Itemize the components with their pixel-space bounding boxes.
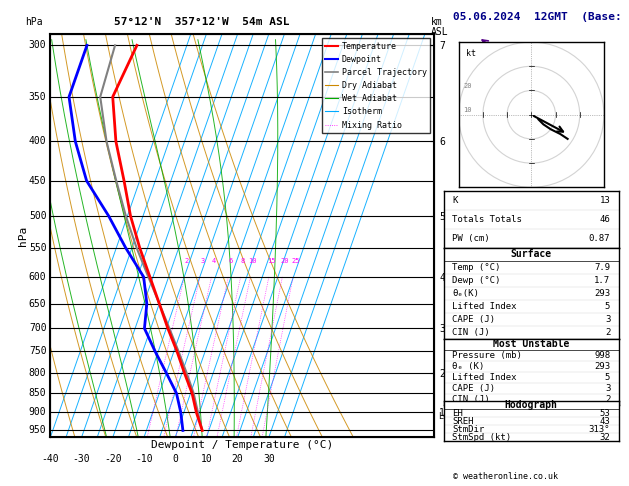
Text: 293: 293	[594, 362, 610, 371]
Text: 20: 20	[231, 453, 243, 464]
Text: 10: 10	[248, 258, 257, 263]
Text: 500: 500	[29, 211, 47, 221]
Text: StmDir: StmDir	[452, 425, 484, 434]
Text: km: km	[431, 17, 443, 27]
Text: 650: 650	[29, 299, 47, 309]
Text: ASL: ASL	[431, 27, 448, 37]
Text: θₑ(K): θₑ(K)	[452, 289, 479, 298]
Text: SREH: SREH	[452, 417, 474, 426]
Text: 3: 3	[605, 314, 610, 324]
Text: 05.06.2024  12GMT  (Base: 12): 05.06.2024 12GMT (Base: 12)	[453, 12, 629, 22]
Text: 850: 850	[29, 388, 47, 399]
Text: 400: 400	[29, 137, 47, 146]
Text: 2: 2	[185, 258, 189, 263]
Text: 313°: 313°	[589, 425, 610, 434]
Text: 57°12'N  357°12'W  54m ASL: 57°12'N 357°12'W 54m ASL	[113, 17, 289, 27]
Text: Surface: Surface	[511, 249, 552, 260]
Text: 450: 450	[29, 176, 47, 186]
Text: 25: 25	[291, 258, 299, 263]
Text: CIN (J): CIN (J)	[452, 395, 490, 404]
Text: Lifted Index: Lifted Index	[452, 302, 517, 311]
Text: 998: 998	[594, 351, 610, 360]
Text: Most Unstable: Most Unstable	[493, 339, 569, 349]
Text: 6: 6	[229, 258, 233, 263]
Text: 0: 0	[172, 453, 178, 464]
Text: 43: 43	[599, 417, 610, 426]
Text: CIN (J): CIN (J)	[452, 328, 490, 337]
Text: 0.87: 0.87	[589, 234, 610, 243]
Text: Lifted Index: Lifted Index	[452, 373, 517, 382]
Text: 10: 10	[201, 453, 212, 464]
Text: 46: 46	[599, 215, 610, 224]
Text: -30: -30	[73, 453, 91, 464]
Text: kt: kt	[466, 50, 476, 58]
Text: 350: 350	[29, 92, 47, 102]
Text: LCL: LCL	[438, 412, 453, 420]
Legend: Temperature, Dewpoint, Parcel Trajectory, Dry Adiabat, Wet Adiabat, Isotherm, Mi: Temperature, Dewpoint, Parcel Trajectory…	[321, 38, 430, 133]
Text: 20: 20	[464, 83, 472, 89]
Text: CAPE (J): CAPE (J)	[452, 384, 495, 393]
Text: PW (cm): PW (cm)	[452, 234, 490, 243]
Text: 53: 53	[599, 409, 610, 417]
Text: 10: 10	[464, 107, 472, 113]
Text: Temp (°C): Temp (°C)	[452, 263, 501, 272]
Text: 700: 700	[29, 323, 47, 333]
Text: hPa: hPa	[18, 226, 28, 246]
Text: 2: 2	[605, 395, 610, 404]
Text: -10: -10	[135, 453, 153, 464]
Text: 5: 5	[605, 373, 610, 382]
Text: 800: 800	[29, 368, 47, 378]
Text: 950: 950	[29, 425, 47, 435]
Text: © weatheronline.co.uk: © weatheronline.co.uk	[453, 472, 558, 481]
X-axis label: Dewpoint / Temperature (°C): Dewpoint / Temperature (°C)	[151, 440, 333, 450]
Text: Hodograph: Hodograph	[505, 400, 558, 410]
Text: 750: 750	[29, 347, 47, 356]
Text: θₑ (K): θₑ (K)	[452, 362, 484, 371]
Text: 20: 20	[281, 258, 289, 263]
Text: 5: 5	[605, 302, 610, 311]
Text: 900: 900	[29, 407, 47, 417]
Text: 8: 8	[241, 258, 245, 263]
Text: 30: 30	[263, 453, 275, 464]
Text: 7.9: 7.9	[594, 263, 610, 272]
Text: EH: EH	[452, 409, 463, 417]
Text: 13: 13	[599, 196, 610, 205]
Text: 3: 3	[201, 258, 204, 263]
Text: StmSpd (kt): StmSpd (kt)	[452, 433, 511, 442]
Text: 32: 32	[599, 433, 610, 442]
Text: CAPE (J): CAPE (J)	[452, 314, 495, 324]
Text: 1.7: 1.7	[594, 276, 610, 285]
Text: 550: 550	[29, 243, 47, 253]
Text: Totals Totals: Totals Totals	[452, 215, 522, 224]
Text: 4: 4	[212, 258, 216, 263]
Text: hPa: hPa	[25, 17, 43, 27]
Text: K: K	[452, 196, 458, 205]
Text: Mixing Ratio (g/kg): Mixing Ratio (g/kg)	[460, 269, 469, 364]
Text: 2: 2	[605, 328, 610, 337]
Text: 293: 293	[594, 289, 610, 298]
Text: -20: -20	[104, 453, 121, 464]
Text: Dewp (°C): Dewp (°C)	[452, 276, 501, 285]
Text: 300: 300	[29, 40, 47, 51]
Text: 3: 3	[605, 384, 610, 393]
Text: -40: -40	[42, 453, 59, 464]
Text: 600: 600	[29, 272, 47, 282]
Text: Pressure (mb): Pressure (mb)	[452, 351, 522, 360]
Text: 15: 15	[267, 258, 276, 263]
